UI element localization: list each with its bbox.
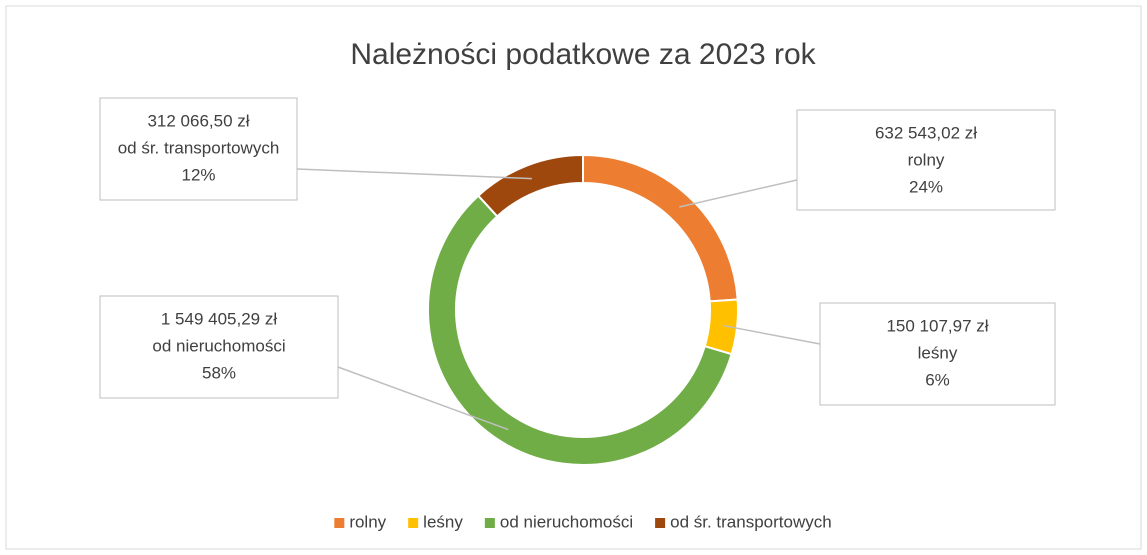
- leader-line: [679, 179, 798, 208]
- value-label: 1 549 405,29 zł: [161, 309, 277, 328]
- percent-label: 58%: [202, 363, 236, 382]
- chart-title: Należności podatkowe za 2023 rok: [350, 38, 816, 71]
- leader-line: [296, 168, 532, 180]
- value-label: 312 066,50 zł: [147, 111, 249, 130]
- legend-swatch: [408, 518, 419, 528]
- percent-label: 6%: [925, 370, 950, 389]
- legend-label: od nieruchomości: [500, 512, 633, 531]
- label-box: [99, 97, 298, 201]
- legend-label: od śr. transportowych: [670, 512, 832, 531]
- donut-segment: [427, 194, 733, 466]
- percent-label: 12%: [181, 165, 215, 184]
- leader-line: [722, 324, 821, 345]
- legend-label: rolny: [349, 512, 386, 531]
- legend: rolny leśny od nieruchomości od śr. transpo…: [334, 512, 832, 531]
- label-box: [99, 295, 339, 399]
- percent-label: 24%: [909, 177, 943, 196]
- category-label: od śr. transportowych: [118, 138, 280, 157]
- legend-swatch: [334, 518, 345, 528]
- category-label: od nieruchomości: [152, 336, 285, 355]
- legend-swatch: [655, 518, 666, 528]
- chart-area: [5, 5, 1142, 550]
- value-label: 150 107,97 zł: [886, 316, 988, 335]
- label-box: [819, 302, 1056, 406]
- value-label: 632 543,02 zł: [875, 123, 977, 142]
- label-box: [796, 109, 1056, 211]
- donut-segment: [476, 153, 584, 218]
- category-label: rolny: [908, 150, 945, 169]
- legend-label: leśny: [423, 512, 463, 531]
- category-label: leśny: [918, 343, 958, 362]
- leader-line: [337, 366, 509, 431]
- legend-swatch: [484, 518, 495, 528]
